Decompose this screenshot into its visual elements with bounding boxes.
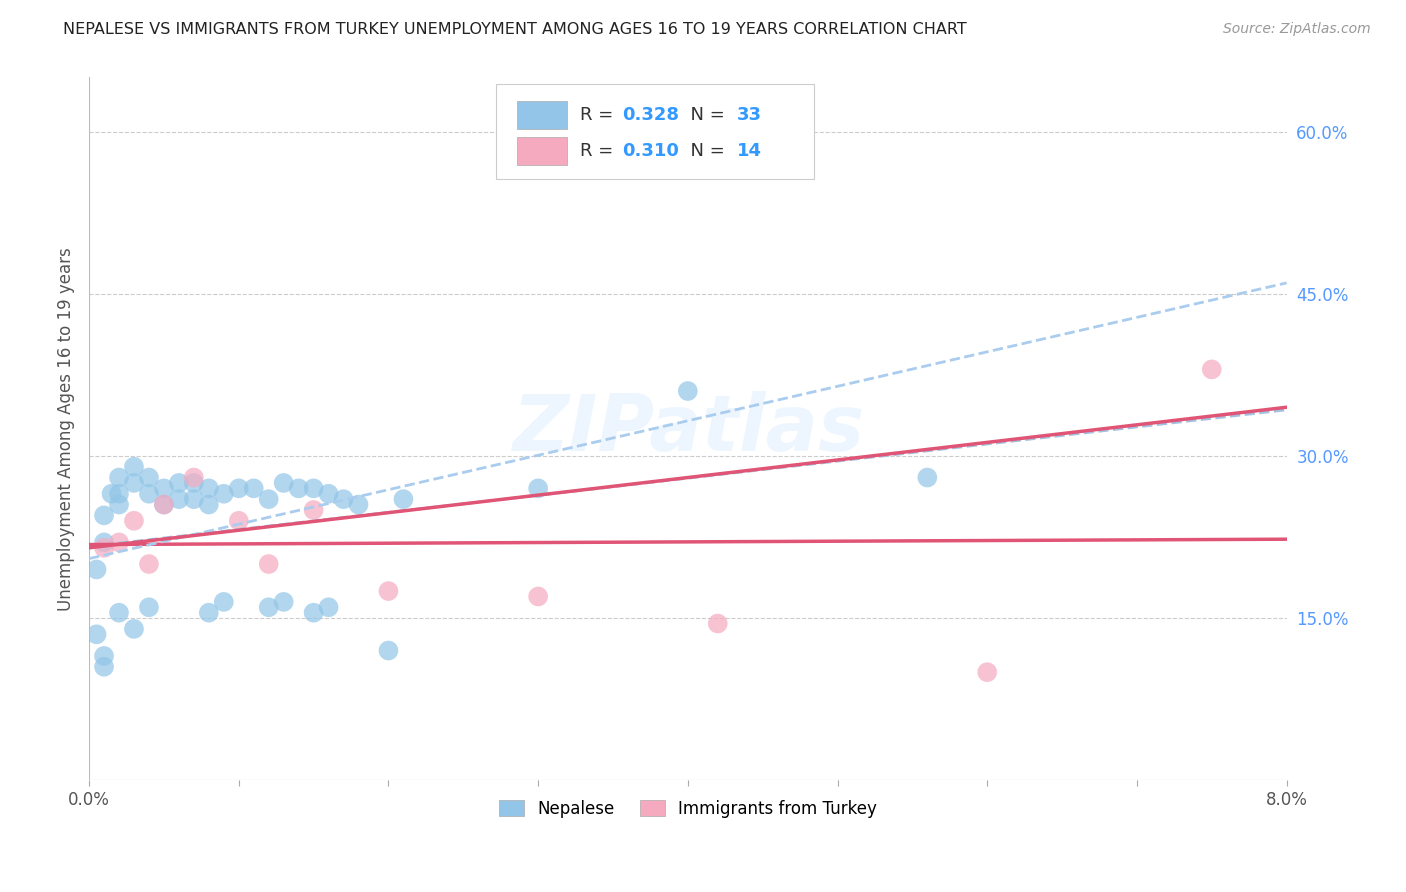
Point: [707, 616, 730, 631]
Point: [976, 665, 998, 680]
Point: [527, 590, 550, 604]
Point: [167, 475, 190, 490]
Point: [93, 508, 115, 523]
Point: [183, 470, 205, 484]
Text: Source: ZipAtlas.com: Source: ZipAtlas.com: [1223, 22, 1371, 37]
Point: [138, 470, 160, 484]
Point: [198, 481, 221, 495]
Point: [347, 498, 370, 512]
Point: [153, 498, 176, 512]
FancyBboxPatch shape: [496, 85, 814, 179]
Text: ZIPatlas: ZIPatlas: [512, 391, 863, 467]
Text: 14: 14: [737, 142, 762, 161]
Point: [198, 498, 221, 512]
Point: [318, 600, 340, 615]
FancyBboxPatch shape: [516, 101, 567, 128]
Point: [138, 557, 160, 571]
Point: [212, 595, 235, 609]
Point: [273, 595, 295, 609]
Point: [183, 492, 205, 507]
Point: [100, 487, 122, 501]
Point: [183, 475, 205, 490]
Point: [392, 492, 415, 507]
Point: [86, 627, 108, 641]
Point: [377, 584, 399, 599]
Point: [527, 481, 550, 495]
Point: [108, 487, 131, 501]
Text: 0.310: 0.310: [621, 142, 679, 161]
Point: [93, 648, 115, 663]
Point: [332, 492, 354, 507]
Point: [1201, 362, 1223, 376]
Point: [153, 498, 176, 512]
Point: [198, 606, 221, 620]
Point: [302, 606, 325, 620]
Point: [302, 481, 325, 495]
Point: [257, 557, 280, 571]
Point: [122, 622, 145, 636]
Text: N =: N =: [679, 142, 731, 161]
Point: [212, 487, 235, 501]
Point: [917, 470, 939, 484]
Point: [302, 503, 325, 517]
Point: [122, 514, 145, 528]
Point: [228, 481, 250, 495]
FancyBboxPatch shape: [516, 137, 567, 165]
Text: 0.328: 0.328: [621, 105, 679, 124]
Point: [287, 481, 309, 495]
Point: [108, 535, 131, 549]
Point: [257, 600, 280, 615]
Point: [93, 535, 115, 549]
Point: [228, 514, 250, 528]
Y-axis label: Unemployment Among Ages 16 to 19 years: Unemployment Among Ages 16 to 19 years: [58, 247, 75, 611]
Point: [122, 459, 145, 474]
Point: [273, 475, 295, 490]
Text: 33: 33: [737, 105, 762, 124]
Point: [108, 470, 131, 484]
Point: [153, 481, 176, 495]
Point: [676, 384, 699, 398]
Point: [138, 487, 160, 501]
Text: R =: R =: [581, 142, 619, 161]
Point: [93, 659, 115, 673]
Point: [242, 481, 264, 495]
Legend: Nepalese, Immigrants from Turkey: Nepalese, Immigrants from Turkey: [492, 793, 883, 825]
Point: [93, 541, 115, 555]
Text: N =: N =: [679, 105, 731, 124]
Point: [122, 475, 145, 490]
Text: NEPALESE VS IMMIGRANTS FROM TURKEY UNEMPLOYMENT AMONG AGES 16 TO 19 YEARS CORREL: NEPALESE VS IMMIGRANTS FROM TURKEY UNEMP…: [63, 22, 967, 37]
Point: [108, 606, 131, 620]
Point: [167, 492, 190, 507]
Text: R =: R =: [581, 105, 619, 124]
Point: [138, 600, 160, 615]
Point: [318, 487, 340, 501]
Point: [257, 492, 280, 507]
Point: [86, 562, 108, 576]
Point: [377, 643, 399, 657]
Point: [108, 498, 131, 512]
